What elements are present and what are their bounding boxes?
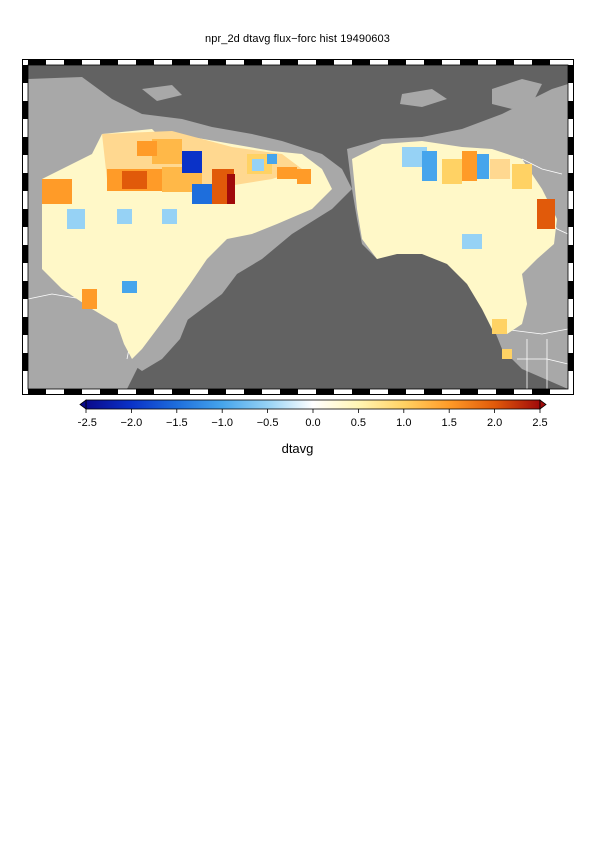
colorbar-tick-label: 0.0	[305, 417, 320, 429]
colorbar-tick-label: 1.0	[396, 417, 411, 429]
colorbar-tick-label: −2.5	[78, 417, 97, 429]
colorbar: −2.5 −2.0 −1.5 −1.0 −0.5 0.0 0.5 1.0 1.5 2.0 2.5	[75, 398, 548, 458]
colorbar-gradient	[85, 399, 541, 410]
colorbar-tick-label: −1.0	[211, 417, 233, 429]
colorbar-high-arrow	[539, 399, 547, 410]
colorbar-tick-label: 0.5	[351, 417, 366, 429]
colorbar-swatches	[79, 399, 547, 410]
colorbar-tick-label: −2.0	[121, 417, 143, 429]
data-field-eurasia	[42, 129, 332, 359]
colorbar-low-arrow	[79, 399, 87, 410]
colorbar-ticks: −2.5 −2.0 −1.5 −1.0 −0.5 0.0 0.5 1.0 1.5 2.0 2.5	[75, 409, 548, 429]
colorbar-tick-label: −1.5	[166, 417, 188, 429]
map-panel	[22, 59, 574, 395]
colorbar-label: dtavg	[281, 441, 314, 456]
colorbar-tick-label: 1.5	[442, 417, 457, 429]
map-frame-border	[22, 59, 574, 395]
data-field-north-america	[352, 141, 557, 359]
colorbar-tick-label: 2.0	[487, 417, 502, 429]
colorbar-tick-label: −0.5	[257, 417, 279, 429]
map-title: npr_2d dtavg flux−forc hist 19490603	[205, 33, 390, 45]
colorbar-tick-label: 2.5	[532, 417, 547, 429]
